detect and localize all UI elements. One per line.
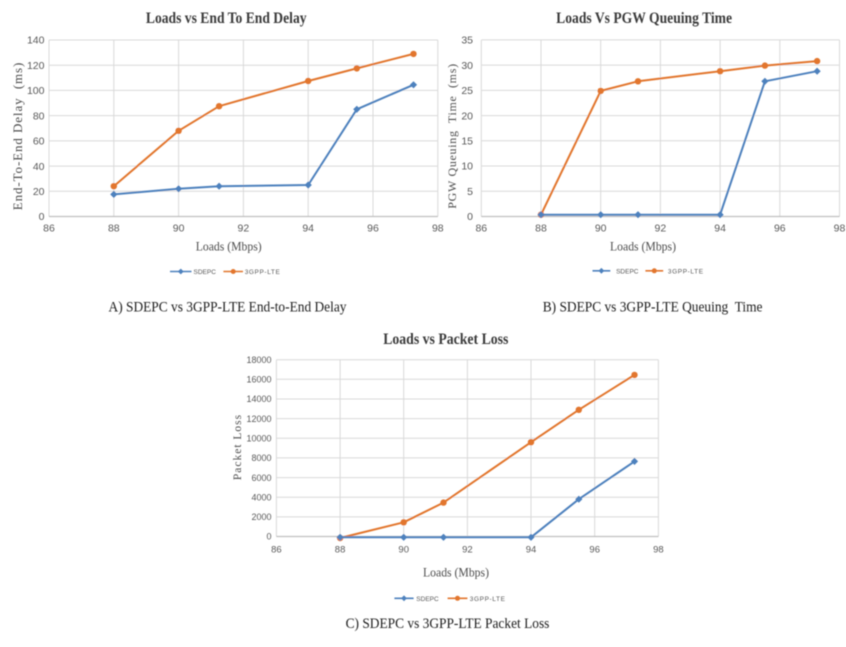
svg-text:94: 94 xyxy=(302,223,314,235)
svg-text:6000: 6000 xyxy=(251,473,271,483)
svg-text:90: 90 xyxy=(595,223,607,235)
svg-text:92: 92 xyxy=(462,545,473,556)
svg-text:14000: 14000 xyxy=(246,394,271,404)
svg-text:98: 98 xyxy=(653,545,664,556)
svg-text:SDEPC: SDEPC xyxy=(194,269,217,276)
svg-text:Loads (Mbps): Loads (Mbps) xyxy=(196,239,262,254)
svg-text:30: 30 xyxy=(461,60,473,72)
svg-text:92: 92 xyxy=(238,223,250,235)
svg-text:End-To-End Delay (ms): End-To-End Delay (ms) xyxy=(10,62,25,211)
svg-text:94: 94 xyxy=(714,223,726,235)
svg-text:A) SDEPC vs 3GPP-LTE End-to-En: A) SDEPC vs 3GPP-LTE End-to-End Delay xyxy=(109,299,348,316)
svg-text:10000: 10000 xyxy=(246,434,271,444)
svg-text:4000: 4000 xyxy=(251,492,271,502)
svg-text:94: 94 xyxy=(526,545,537,556)
svg-text:120: 120 xyxy=(27,60,45,72)
svg-text:40: 40 xyxy=(33,161,45,173)
svg-text:B) SDEPC vs 3GPP-LTE Queuing: B) SDEPC vs 3GPP-LTE Queuing Time xyxy=(543,299,763,316)
svg-text:Loads (Mbps): Loads (Mbps) xyxy=(610,239,676,254)
svg-text:20: 20 xyxy=(33,186,45,198)
svg-text:0: 0 xyxy=(266,532,271,542)
svg-text:12000: 12000 xyxy=(246,414,271,424)
svg-text:3GPP-LTE: 3GPP-LTE xyxy=(470,596,506,603)
svg-text:35: 35 xyxy=(461,35,473,47)
svg-text:90: 90 xyxy=(398,545,409,556)
svg-text:98: 98 xyxy=(834,223,846,235)
svg-text:5: 5 xyxy=(467,186,473,198)
svg-text:SDEPC: SDEPC xyxy=(616,268,639,275)
svg-text:96: 96 xyxy=(774,223,786,235)
svg-text:2000: 2000 xyxy=(251,512,271,522)
svg-text:98: 98 xyxy=(432,223,444,235)
svg-text:80: 80 xyxy=(33,110,45,122)
svg-text:88: 88 xyxy=(108,223,120,235)
svg-text:16000: 16000 xyxy=(246,375,271,385)
svg-text:0: 0 xyxy=(39,211,45,223)
svg-text:96: 96 xyxy=(589,545,600,556)
svg-text:0: 0 xyxy=(467,211,473,223)
svg-text:20: 20 xyxy=(461,110,473,122)
svg-text:15: 15 xyxy=(461,136,473,148)
svg-text:PGW Queuing Time (ms): PGW Queuing Time (ms) xyxy=(445,63,459,209)
svg-text:60: 60 xyxy=(33,136,45,148)
svg-text:10: 10 xyxy=(461,161,473,173)
svg-text:Loads Vs PGW Queuing Time: Loads Vs PGW Queuing Time xyxy=(556,10,732,27)
svg-text:100: 100 xyxy=(27,85,45,97)
svg-text:92: 92 xyxy=(655,223,667,235)
svg-text:90: 90 xyxy=(173,223,185,235)
svg-text:88: 88 xyxy=(335,545,346,556)
svg-text:86: 86 xyxy=(43,223,55,235)
svg-text:86: 86 xyxy=(475,223,487,235)
svg-text:8000: 8000 xyxy=(251,453,271,463)
svg-text:SDEPC: SDEPC xyxy=(416,596,439,603)
svg-text:Loads vs Packet Loss: Loads vs Packet Loss xyxy=(383,331,508,348)
svg-text:Loads vs End To End Delay: Loads vs End To End Delay xyxy=(146,10,307,27)
svg-text:140: 140 xyxy=(27,35,45,47)
svg-text:Packet Loss: Packet Loss xyxy=(232,414,244,480)
svg-text:25: 25 xyxy=(461,85,473,97)
svg-text:86: 86 xyxy=(271,545,282,556)
svg-text:3GPP-LTE: 3GPP-LTE xyxy=(245,269,281,276)
svg-text:Loads (Mbps): Loads (Mbps) xyxy=(423,565,489,580)
svg-text:96: 96 xyxy=(367,223,379,235)
svg-text:3GPP-LTE: 3GPP-LTE xyxy=(668,268,704,275)
svg-text:C) SDEPC vs 3GPP-LTE Packet Lo: C) SDEPC vs 3GPP-LTE Packet Loss xyxy=(346,615,550,632)
svg-text:88: 88 xyxy=(535,223,547,235)
svg-text:18000: 18000 xyxy=(246,355,271,365)
